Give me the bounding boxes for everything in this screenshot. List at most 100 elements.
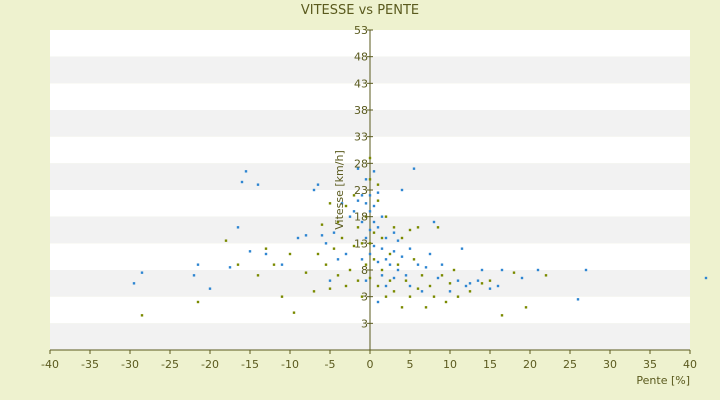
data-point [524,306,528,309]
data-point [312,188,316,192]
data-point [372,170,376,173]
data-point [336,274,340,277]
data-point [404,279,408,282]
tick-labels: -40 -35 -30 -25 -20 -15 -10 -5 0 5 10 15 20 25 30 35 40 3… [41,24,697,371]
data-point [432,220,436,224]
data-point [456,295,460,298]
data-point [348,215,352,218]
data-point [388,279,392,282]
data-point [356,167,360,170]
data-point [264,252,268,256]
data-point [512,271,516,274]
y-tick-label: 38 [354,104,368,117]
x-tick-label: -25 [161,358,179,371]
data-point [368,194,372,197]
data-point [396,268,400,272]
data-point [488,287,492,290]
data-point [420,290,424,293]
x-tick-label: -20 [201,358,219,371]
data-point [408,228,412,232]
data-point [396,263,400,266]
data-point [392,226,396,229]
data-point [352,244,356,248]
chart-title: VITESSE vs PENTE [301,3,419,18]
data-point [256,274,260,277]
data-point [544,274,548,277]
data-point [520,276,524,280]
data-point [336,220,340,224]
data-point [316,252,320,256]
data-point [376,260,380,264]
data-points [132,156,708,317]
data-point [464,284,468,288]
data-point [332,247,336,250]
x-tick-label: 25 [563,358,577,371]
data-point [380,268,384,272]
data-point [476,279,480,282]
data-point [364,236,368,240]
data-point [452,268,456,272]
data-point [364,263,368,266]
data-point [416,226,420,229]
data-point [244,170,248,173]
data-point [456,279,460,282]
data-point [304,234,308,237]
data-point [364,178,368,181]
x-tick-label: 0 [367,358,374,371]
y-tick-label: 18 [354,211,368,224]
data-point [376,226,380,229]
data-point [500,268,504,272]
data-point [368,178,372,181]
data-point [404,274,408,277]
x-tick-label: 30 [603,358,617,371]
y-tick-label: 33 [354,131,368,144]
data-point [376,183,380,186]
data-point [328,287,332,290]
data-point [368,252,372,256]
data-point [372,231,376,234]
data-point [400,255,404,258]
x-tick-label: -30 [121,358,139,371]
data-point [316,183,320,186]
data-point [376,199,380,202]
data-point [376,300,380,304]
data-point [416,263,420,266]
data-point [392,231,396,234]
data-point [364,202,368,205]
data-point [412,167,416,170]
data-point [424,266,428,269]
data-point [132,282,136,285]
data-point [380,236,384,240]
data-point [368,242,372,245]
x-tick-label: -10 [281,358,299,371]
data-point [228,266,232,269]
data-point [340,236,344,240]
data-point [332,231,336,234]
data-point [140,314,144,317]
y-tick-label: 28 [354,157,368,170]
data-point [400,236,404,240]
data-point [384,215,388,218]
data-point [372,258,376,261]
y-tick-label: 53 [354,24,368,37]
data-point [328,279,332,282]
data-point [436,226,440,229]
x-tick-label: 35 [643,358,657,371]
y-tick-label: 3 [361,291,368,304]
y-tick-label: 43 [354,77,368,90]
data-point [360,220,364,224]
data-point [448,282,452,285]
data-point [256,183,260,186]
data-point [408,295,412,298]
data-point [368,228,372,232]
data-point [356,279,360,282]
y-tick-label: 23 [354,184,368,197]
data-point [376,191,380,194]
data-point [396,239,400,242]
data-point [436,276,440,280]
data-point [356,226,360,229]
data-point [280,295,284,298]
data-point [336,258,340,261]
data-point [468,290,472,293]
